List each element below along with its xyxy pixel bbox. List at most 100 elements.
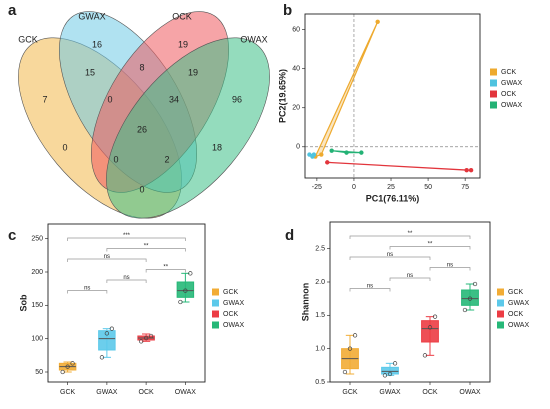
y-tick-label: 2.0	[315, 279, 325, 286]
venn-count: 96	[232, 94, 242, 104]
legend-swatch	[497, 310, 504, 318]
point	[60, 369, 65, 375]
venn-count: 19	[178, 39, 188, 49]
comparison-bracket	[67, 290, 108, 294]
legend-label: OCK	[508, 311, 524, 318]
box	[421, 320, 439, 343]
set-name: GCK	[18, 34, 38, 44]
legend-label: GWAX	[501, 80, 522, 87]
point	[311, 152, 317, 157]
box	[176, 281, 195, 298]
point	[427, 325, 433, 330]
legend-swatch	[212, 299, 219, 307]
point	[472, 281, 478, 287]
legend-swatch	[212, 310, 219, 318]
legend-label: OWAX	[223, 322, 244, 329]
legend-label: GCK	[223, 289, 239, 296]
group-hull	[314, 21, 379, 158]
point	[359, 150, 364, 155]
point	[109, 326, 114, 331]
comparison-bracket	[145, 269, 186, 273]
comparison-bracket	[106, 279, 147, 283]
point	[319, 152, 324, 157]
legend-swatch	[497, 288, 504, 296]
panel-label: d	[285, 227, 294, 244]
venn-count: 0	[139, 184, 144, 194]
point	[143, 335, 149, 341]
x-tick-label: -25	[312, 184, 322, 191]
x-tick-label: GCK	[342, 389, 358, 396]
y-tick-label: 50	[35, 369, 43, 376]
comparison-bracket	[349, 235, 471, 239]
y-tick-label: 0.5	[315, 379, 325, 386]
comparison-bracket	[429, 267, 471, 271]
plot-frame	[304, 13, 481, 179]
venn-count: 2	[164, 154, 169, 164]
point	[462, 307, 468, 313]
significance-label: ns	[104, 254, 110, 260]
venn-count: 7	[42, 94, 47, 104]
x-tick-label: 0	[352, 184, 356, 191]
x-tick-label: GWAX	[96, 389, 117, 396]
legend-label: GCK	[508, 289, 524, 296]
y-axis-title: Shannon	[300, 283, 310, 322]
box	[461, 289, 479, 306]
point	[70, 361, 75, 366]
x-tick-label: GCK	[60, 389, 76, 396]
y-axis-title: PC2(19.65%)	[277, 69, 287, 123]
venn-count: 16	[92, 39, 102, 49]
y-tick-label: 2.5	[315, 246, 325, 253]
y-tick-label: 60	[292, 26, 300, 33]
comparison-bracket	[67, 237, 186, 241]
venn-count: 26	[137, 124, 147, 134]
y-tick-label: 20	[292, 105, 300, 112]
y-tick-label: 40	[292, 66, 300, 73]
x-axis-title: PC1(76.11%)	[366, 193, 420, 203]
point	[178, 299, 183, 305]
point	[392, 361, 398, 366]
set-name: OCK	[172, 11, 192, 21]
point	[387, 371, 393, 377]
venn-count: 15	[85, 67, 95, 77]
significance-label: ns	[84, 286, 90, 292]
box	[98, 330, 116, 351]
x-tick-label: OCK	[422, 389, 438, 396]
venn-count: 0	[107, 94, 112, 104]
point	[99, 355, 105, 360]
significance-label: **	[163, 265, 168, 271]
legend-swatch	[497, 299, 504, 307]
point	[382, 373, 388, 378]
panel-label: a	[8, 2, 17, 19]
point	[188, 271, 193, 276]
y-tick-label: 100	[31, 336, 43, 343]
significance-label: ns	[123, 275, 129, 281]
point	[432, 314, 438, 319]
point	[148, 333, 154, 339]
legend-swatch	[497, 321, 504, 329]
x-tick-label: OWAX	[175, 389, 196, 396]
significance-label: ns	[367, 284, 373, 290]
x-tick-label: OCK	[139, 389, 155, 396]
set-name: OWAX	[240, 34, 267, 44]
x-tick-label: 50	[424, 184, 432, 191]
x-tick-label: 75	[461, 184, 469, 191]
significance-label: ns	[387, 252, 393, 258]
x-tick-label: OWAX	[459, 389, 480, 396]
y-tick-label: 0	[296, 144, 300, 151]
legend-swatch	[490, 101, 497, 109]
point	[342, 369, 348, 375]
point	[375, 19, 380, 25]
plot-frame	[329, 221, 491, 383]
x-tick-label: GWAX	[379, 389, 400, 396]
comparison-bracket	[349, 288, 391, 292]
panel-label: b	[283, 2, 292, 19]
point	[65, 364, 70, 369]
legend-swatch	[212, 288, 219, 296]
y-tick-label: 1.5	[315, 312, 325, 319]
panel-label: c	[8, 227, 16, 244]
significance-label: ns	[407, 273, 413, 279]
significance-label: ns	[447, 263, 453, 269]
legend-swatch	[212, 321, 219, 329]
venn-count: 18	[212, 142, 222, 152]
